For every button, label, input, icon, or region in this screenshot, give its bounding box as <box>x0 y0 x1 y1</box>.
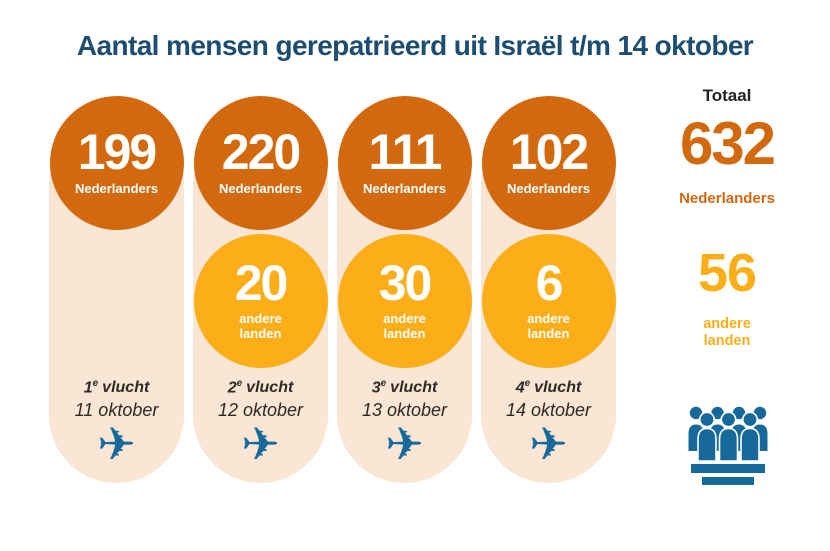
nederlanders-count: 111 <box>368 124 443 181</box>
flight-number-label: 1e vlucht <box>49 378 184 397</box>
nederlanders-count: 199 <box>77 124 157 181</box>
nederlanders-circle: 199 Nederlanders <box>49 96 184 230</box>
total-nederlanders-label: Nederlanders <box>679 190 775 207</box>
andere-landen-circle: 30 andere landen <box>337 234 472 368</box>
nederlanders-label: Nederlanders <box>218 180 303 196</box>
flight-column-3: 111 Nederlanders 30 andere landen 3e vluc… <box>337 96 472 483</box>
flight-info: 2e vlucht 12 oktober <box>193 378 328 421</box>
flight-date: 11 oktober <box>74 400 159 421</box>
andere-word: andere <box>383 311 426 327</box>
flight-info: 1e vlucht 11 oktober <box>49 378 184 421</box>
flight-ordinal: 1 <box>83 379 93 397</box>
andere-landen-count: 30 <box>378 254 433 311</box>
total-andere-landen-label: andere landen <box>660 316 794 351</box>
nederlanders-circle: 111 Nederlanders <box>337 96 472 230</box>
total-andere-landen-count: 56 <box>697 243 757 303</box>
ordinal-suffix: e <box>236 378 243 389</box>
vlucht-word: vlucht <box>102 379 150 397</box>
andere-landen-circle: 6 andere landen <box>481 234 616 368</box>
landen-word: landen <box>239 326 282 342</box>
flight-column-4: 102 Nederlanders 6 andere landen 4e vluch… <box>481 96 616 483</box>
airplane-icon: ✈ <box>241 417 280 471</box>
total-nederlanders-count: 632 <box>679 110 776 177</box>
flight-column-2: 220 Nederlanders 20 andere landen 2e vluc… <box>193 96 328 483</box>
flight-ordinal: 3 <box>371 379 381 397</box>
andere-word: andere <box>703 316 751 332</box>
andere-word: andere <box>239 311 282 327</box>
flight-info: 4e vlucht 14 oktober <box>481 378 616 421</box>
nederlanders-label: Nederlanders <box>362 180 447 196</box>
flight-info: 3e vlucht 13 oktober <box>337 378 472 421</box>
totaal-heading: Totaal <box>702 86 752 105</box>
flight-ordinal: 2 <box>227 379 237 397</box>
nederlanders-count: 102 <box>509 124 589 181</box>
andere-landen-count: 6 <box>535 254 564 311</box>
landen-word: landen <box>527 326 570 342</box>
nederlanders-label: Nederlanders <box>506 180 591 196</box>
flight-date: 12 oktober <box>217 400 304 421</box>
nederlanders-count: 220 <box>221 124 301 181</box>
andere-landen-label: andere landen <box>383 311 426 342</box>
landen-word: landen <box>703 333 751 350</box>
vlucht-word: vlucht <box>246 379 294 397</box>
andere-landen-count: 20 <box>234 254 289 311</box>
nederlanders-label: Nederlanders <box>74 180 159 196</box>
flight-column-1: 199 Nederlanders 1e vlucht 11 oktober ✈ <box>49 96 184 483</box>
flight-date: 14 oktober <box>505 400 592 421</box>
flight-number-label: 2e vlucht <box>193 378 328 397</box>
vlucht-word: vlucht <box>390 379 438 397</box>
ordinal-suffix: e <box>524 378 531 389</box>
ordinal-suffix: e <box>380 378 387 389</box>
andere-landen-label: andere landen <box>527 311 570 342</box>
airplane-icon: ✈ <box>97 417 136 471</box>
flight-ordinal: 4 <box>515 379 525 397</box>
andere-word: andere <box>527 311 570 327</box>
nederlanders-circle: 220 Nederlanders <box>193 96 328 230</box>
ordinal-suffix: e <box>92 378 99 389</box>
andere-landen-label: andere landen <box>239 311 282 342</box>
andere-landen-circle: 20 andere landen <box>193 234 328 368</box>
flight-date: 13 oktober <box>361 400 448 421</box>
page-title: Aantal mensen gerepatrieerd uit Israël t… <box>76 30 754 61</box>
airplane-icon: ✈ <box>529 417 568 471</box>
nederlanders-circle: 102 Nederlanders <box>481 96 616 230</box>
airplane-icon: ✈ <box>385 417 424 471</box>
vlucht-word: vlucht <box>534 379 582 397</box>
flight-number-label: 3e vlucht <box>337 378 472 397</box>
people-group-icon <box>688 406 768 485</box>
flight-number-label: 4e vlucht <box>481 378 616 397</box>
landen-word: landen <box>383 326 426 342</box>
